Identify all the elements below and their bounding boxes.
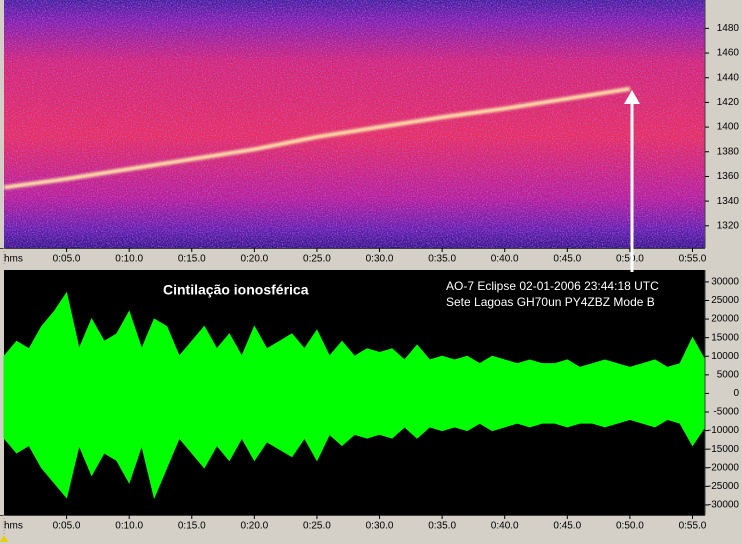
y-tick-label: -25000 xyxy=(708,481,740,492)
y-tick-label: 20000 xyxy=(711,314,739,325)
x-axis-strip xyxy=(0,248,705,266)
x-tick-label: 0:30.0 xyxy=(366,254,394,265)
annotation: Cintilação ionosférica xyxy=(163,282,309,298)
y-tick-label: 1340 xyxy=(717,196,740,207)
y-tick-label: -5000 xyxy=(713,407,739,418)
x-tick-label: 0:35.0 xyxy=(428,521,456,532)
x-tick-label: 0:15.0 xyxy=(178,521,206,532)
y-tick-label: 15000 xyxy=(711,332,739,343)
y-tick-label: 1400 xyxy=(717,122,740,133)
x-tick-label: 0:55.0 xyxy=(679,521,707,532)
x-axis-label: hms xyxy=(4,254,23,265)
cursor-marker xyxy=(0,535,8,542)
y-tick-label: 1440 xyxy=(717,72,740,83)
x-tick-label: 0:50.0 xyxy=(616,521,644,532)
y-tick-label: 1380 xyxy=(717,146,740,157)
y-tick-label: 1460 xyxy=(717,48,740,59)
y-tick-label: -20000 xyxy=(708,462,740,473)
x-tick-label: 0:40.0 xyxy=(491,254,519,265)
y-tick-label: -30000 xyxy=(708,500,740,511)
annotation: AO-7 Eclipse 02-01-2006 23:44:18 UTC xyxy=(446,279,659,293)
y-tick-label: 25000 xyxy=(711,295,739,306)
x-tick-label: 0:50.0 xyxy=(616,254,644,265)
plots: 1320 1340 1360 1380 1400 1420 1440 1460 1480 hms 0… xyxy=(0,0,739,535)
waveform-envelope xyxy=(3,291,706,394)
x-tick-label: 0:35.0 xyxy=(428,254,456,265)
y-tick-label: 0 xyxy=(733,388,739,399)
x-tick-label: 0:20.0 xyxy=(240,254,268,265)
x-tick-label: 0:10.0 xyxy=(115,254,143,265)
x-tick-label: 0:20.0 xyxy=(240,521,268,532)
x-tick-label: 0:15.0 xyxy=(178,254,206,265)
x-axis-label: hms xyxy=(4,521,23,532)
x-axis-strip xyxy=(0,515,705,535)
y-tick-label: 1480 xyxy=(717,23,740,34)
x-tick-label: 0:05.0 xyxy=(53,521,81,532)
y-tick-label: 1420 xyxy=(717,97,740,108)
arrow-head xyxy=(624,90,640,104)
x-tick-label: 0:05.0 xyxy=(53,254,81,265)
y-tick-label: -15000 xyxy=(708,444,740,455)
y-tick-label: 30000 xyxy=(711,277,739,288)
y-tick-label: 10000 xyxy=(711,351,739,362)
y-tick-label: 5000 xyxy=(717,369,740,380)
x-tick-label: 0:55.0 xyxy=(679,254,707,265)
y-tick-label: -10000 xyxy=(708,425,740,436)
y-tick-label: 1320 xyxy=(717,220,740,231)
x-tick-label: 0:45.0 xyxy=(553,521,581,532)
annotation: Sete Lagoas GH70un PY4ZBZ Mode B xyxy=(446,295,655,309)
signal-trace xyxy=(3,86,631,190)
y-tick-label: 1360 xyxy=(717,171,740,182)
x-tick-label: 0:25.0 xyxy=(303,254,331,265)
x-tick-label: 0:45.0 xyxy=(553,254,581,265)
spectrogram-noise xyxy=(4,0,705,248)
x-tick-label: 0:40.0 xyxy=(491,521,519,532)
x-tick-label: 0:10.0 xyxy=(115,521,143,532)
waveform-envelope xyxy=(3,392,706,500)
x-tick-label: 0:30.0 xyxy=(366,521,394,532)
x-tick-label: 0:25.0 xyxy=(303,521,331,532)
